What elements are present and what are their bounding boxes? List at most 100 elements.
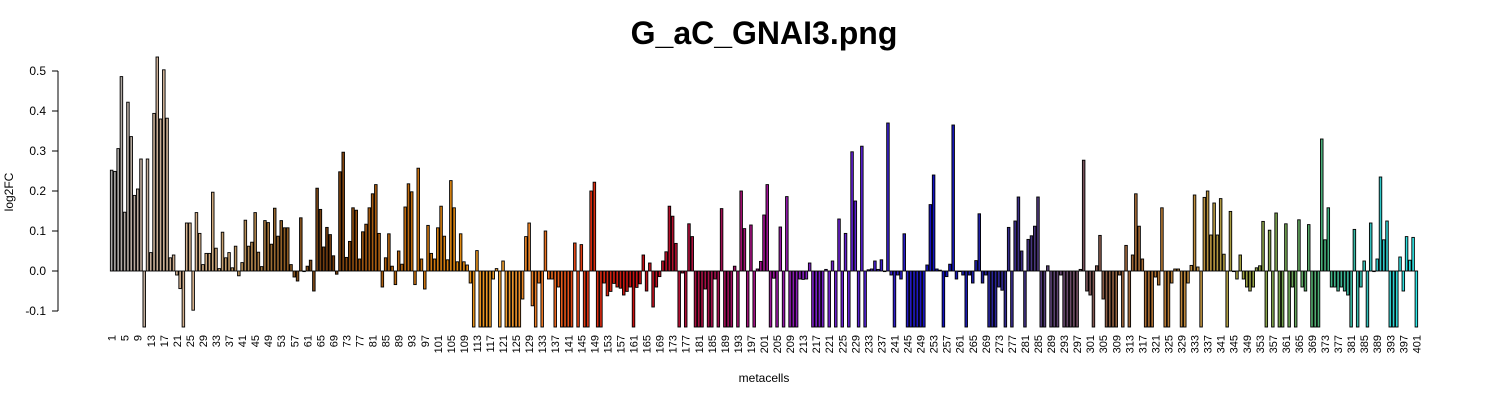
bar [1124,244,1128,272]
bar [188,222,192,272]
bar [768,270,773,328]
bar [1055,270,1060,328]
bar [1000,270,1004,291]
x-tick-label: 41 [237,335,249,347]
x-tick-label: 21 [172,335,184,347]
bar [1081,159,1086,272]
bar [729,270,734,328]
bar [217,268,221,272]
bar [462,261,466,272]
bar [449,180,453,272]
bar [677,270,681,328]
bar [318,208,323,272]
bar [1036,196,1040,272]
bar [1029,235,1034,272]
bar [1209,234,1213,272]
bar [661,260,665,272]
x-tick-label: 141 [563,335,575,353]
bar [1225,270,1229,328]
bar [683,270,688,328]
bar [279,220,283,272]
bar [1241,270,1246,280]
bar [563,270,567,328]
bar [1310,270,1314,328]
x-tick-label: 401 [1411,335,1423,353]
bar [1052,270,1057,328]
x-tick-label: 85 [381,335,393,347]
bar [302,270,306,273]
bar [334,270,339,275]
bar [1130,254,1135,272]
bar [641,254,646,272]
bar [1414,270,1419,328]
bar [547,270,551,280]
bar [1010,270,1014,328]
bar [648,262,652,272]
bar [452,207,456,272]
chart-title: G_aC_GNAI3.png [631,15,898,51]
bar [1333,270,1337,288]
bar [1134,193,1138,272]
bar [432,258,437,272]
bar [419,258,424,272]
x-tick-label: 177 [681,335,693,353]
x-tick-label: 217 [811,335,823,353]
x-tick-label: 293 [1059,335,1071,353]
bar [1176,268,1180,272]
bar [194,212,199,272]
bar [390,265,394,272]
bar [1320,138,1324,272]
bar [1391,270,1396,328]
bar [181,270,186,328]
x-tick-label: 37 [224,335,236,347]
bar [736,270,740,328]
x-tick-label: 333 [1190,335,1202,353]
bar [109,169,114,272]
bar [458,233,463,272]
bar [488,270,492,328]
bar [1368,222,1373,272]
bar [416,167,420,272]
bar [1254,267,1259,272]
bar [116,148,120,272]
bar [674,242,678,272]
bar [485,270,489,328]
bar [481,270,486,328]
x-tick-label: 285 [1033,335,1045,353]
bar [840,270,845,328]
bar [804,270,809,280]
x-tick-label: 193 [733,335,745,353]
y-tick-label: 0.2 [29,184,46,198]
bar [1143,270,1148,328]
bar [256,251,261,272]
bar [468,270,473,284]
bar [135,188,140,272]
bar [990,270,995,328]
bar [605,270,610,297]
x-tick-label: 117 [485,335,497,353]
bar [1196,266,1200,272]
bar [1398,256,1402,272]
bar [263,220,267,272]
bar [1349,270,1353,328]
bar [1039,270,1043,328]
bar [197,232,202,272]
x-tick-label: 13 [146,335,158,347]
bar [289,264,293,272]
bar [1313,270,1317,328]
bar [918,270,923,328]
bar [1248,270,1252,292]
bar [860,145,864,272]
bar [351,207,355,272]
bar [175,270,179,276]
bar [403,206,407,272]
bar [455,261,460,272]
bar [1108,270,1112,328]
x-tick-label: 93 [407,335,419,347]
bar [553,270,557,328]
x-tick-label: 61 [302,335,314,347]
bar [1235,270,1239,280]
x-tick-label: 133 [537,335,549,353]
bar [850,151,854,272]
bar [967,270,972,276]
